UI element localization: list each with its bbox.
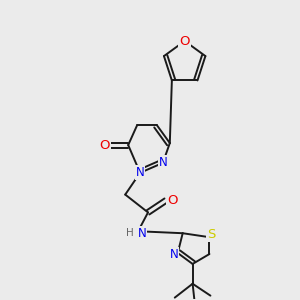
Text: S: S bbox=[207, 228, 216, 241]
Text: O: O bbox=[167, 194, 178, 207]
Text: O: O bbox=[179, 34, 190, 47]
Text: O: O bbox=[99, 139, 110, 152]
Text: H: H bbox=[126, 228, 134, 238]
Text: N: N bbox=[138, 227, 146, 240]
Text: N: N bbox=[158, 156, 167, 170]
Text: N: N bbox=[136, 166, 145, 179]
Text: N: N bbox=[169, 248, 178, 260]
